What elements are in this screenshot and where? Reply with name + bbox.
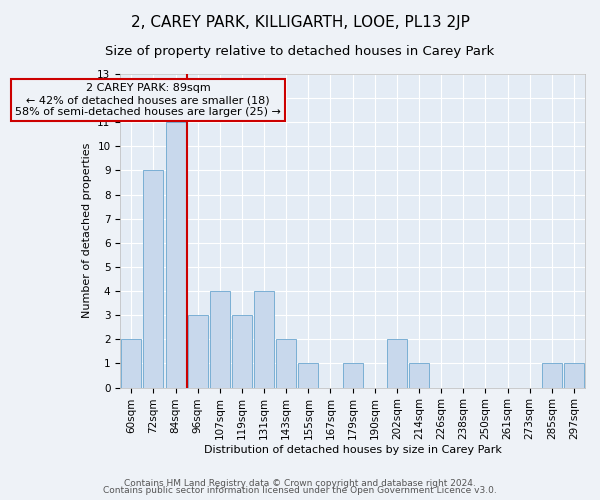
Text: Contains public sector information licensed under the Open Government Licence v3: Contains public sector information licen… [103,486,497,495]
Bar [121,340,141,388]
Y-axis label: Number of detached properties: Number of detached properties [82,143,92,318]
Bar [143,170,163,388]
Bar [343,364,362,388]
X-axis label: Distribution of detached houses by size in Carey Park: Distribution of detached houses by size … [203,445,502,455]
Bar [232,315,252,388]
Bar [210,291,230,388]
Text: Contains HM Land Registry data © Crown copyright and database right 2024.: Contains HM Land Registry data © Crown c… [124,478,476,488]
Bar [254,291,274,388]
Text: Size of property relative to detached houses in Carey Park: Size of property relative to detached ho… [106,45,494,58]
Bar [276,340,296,388]
Bar [166,122,185,388]
Bar [188,315,208,388]
Bar [542,364,562,388]
Text: 2 CAREY PARK: 89sqm
← 42% of detached houses are smaller (18)
58% of semi-detach: 2 CAREY PARK: 89sqm ← 42% of detached ho… [15,84,281,116]
Bar [387,340,407,388]
Bar [409,364,429,388]
Text: 2, CAREY PARK, KILLIGARTH, LOOE, PL13 2JP: 2, CAREY PARK, KILLIGARTH, LOOE, PL13 2J… [131,15,469,30]
Bar [298,364,319,388]
Bar [564,364,584,388]
